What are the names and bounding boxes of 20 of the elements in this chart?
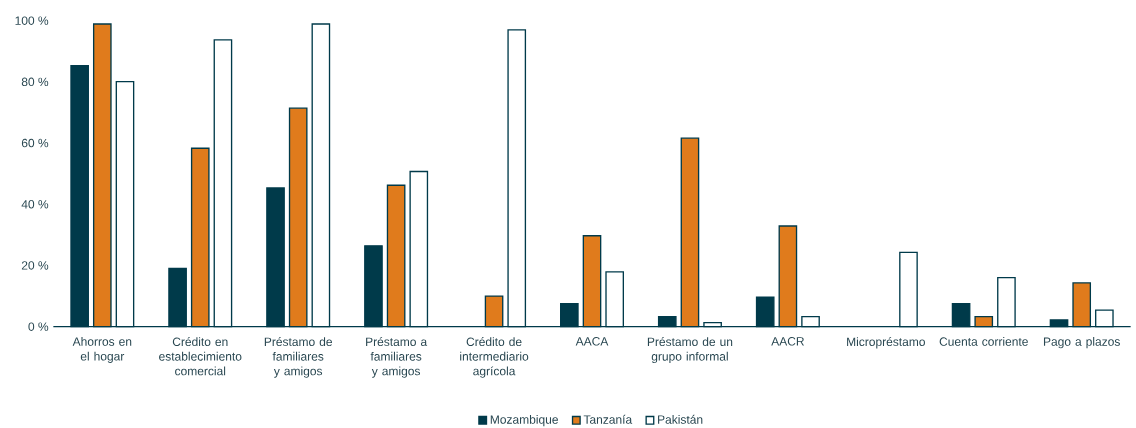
legend-label: Mozambique: [490, 414, 558, 427]
x-tick-label: Micropréstamo: [847, 337, 925, 349]
y-tick-label: 20 %: [21, 261, 49, 270]
x-tick-label: Préstamo de familiares y amigos: [264, 337, 333, 378]
y-tick-label: 0 %: [28, 322, 49, 331]
legend-label: Pakistán: [658, 414, 703, 424]
x-tick-label: Crédito en establecimiento comercial: [159, 337, 242, 376]
x-tick-label: Préstamo de un grupo informal: [647, 337, 733, 364]
x-tick-label: Cuenta corriente: [939, 337, 1028, 346]
x-tick-label: AACR: [771, 337, 804, 346]
x-tick-label: Crédito de intermediario agrícola: [460, 337, 529, 378]
y-tick-label: 60 %: [21, 138, 49, 148]
x-tick-label: Ahorros en el hogar: [72, 337, 132, 363]
x-tick-label: AACA: [575, 337, 609, 346]
y-tick-label: 40 %: [21, 200, 49, 209]
x-tick-label: Pago a plazos: [1043, 337, 1120, 349]
y-tick-label: 80 %: [21, 77, 49, 87]
y-tick-label: 100 %: [15, 16, 49, 25]
x-tick-label: Préstamo a familiares y amigos: [366, 337, 428, 378]
legend-label: Tanzanía: [583, 414, 633, 424]
